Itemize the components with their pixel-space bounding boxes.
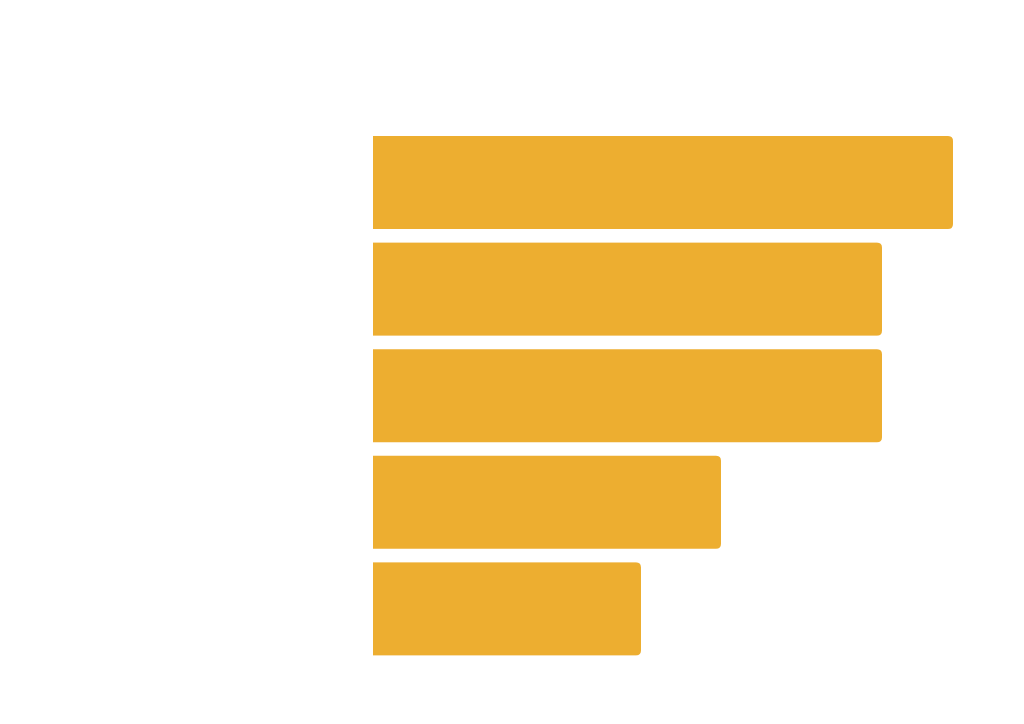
bar-1 [373, 136, 953, 229]
bar-3 [373, 349, 882, 443]
bar-4 [373, 455, 721, 549]
bar-5 [373, 562, 641, 656]
bar-group [373, 136, 953, 656]
bar-2 [373, 242, 882, 336]
